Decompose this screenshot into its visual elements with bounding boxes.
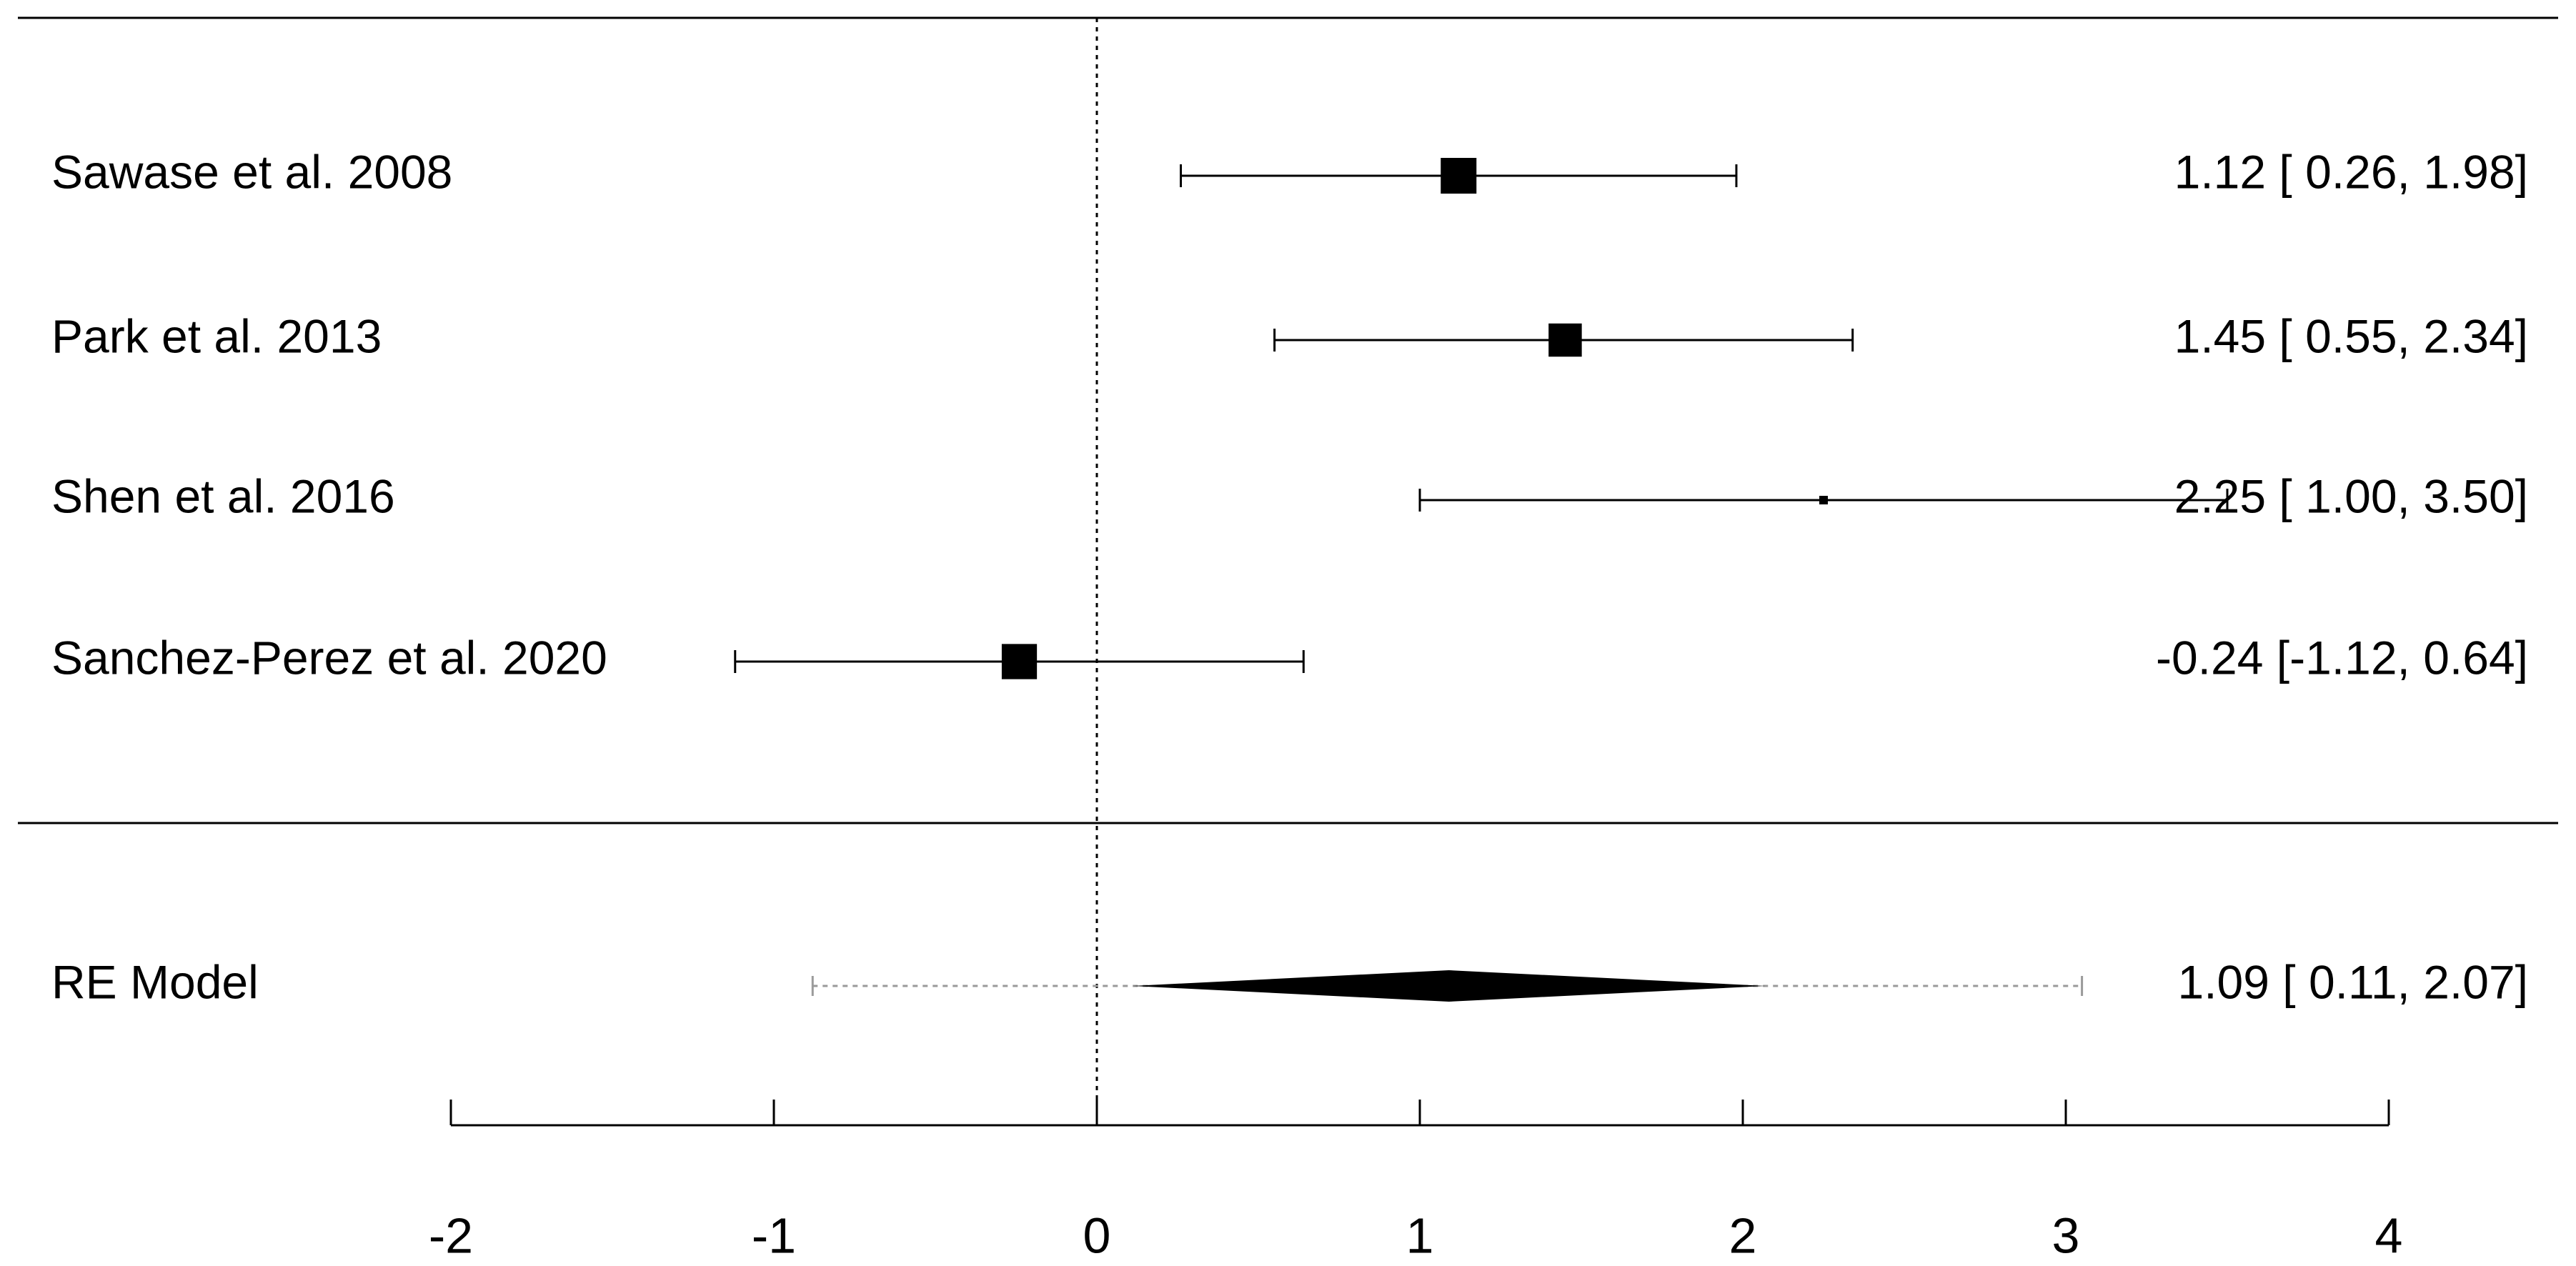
summary-diamond [1132,970,1766,1002]
study-label: Sanchez-Perez et al. 2020 [51,631,607,684]
x-tick-label: 1 [1406,1207,1434,1263]
study-ci-text: -0.24 [-1.12, 0.64] [2156,631,2528,684]
x-tick-label: 0 [1083,1207,1111,1263]
study-point-square [1548,323,1582,357]
x-tick-label: -2 [429,1207,473,1263]
plot-layer: Sawase et al. 2008 1.12 [ 0.26, 1.98] Park… [18,16,2558,1263]
study-label: Shen et al. 2016 [51,469,395,522]
x-tick-label: 2 [1729,1207,1757,1263]
study-label: Sawase et al. 2008 [51,145,452,198]
summary-ci-text: 1.09 [ 0.11, 2.07] [2178,955,2529,1008]
summary-label: RE Model [51,955,259,1008]
x-tick-label: 4 [2375,1207,2403,1263]
study-ci-text: 1.12 [ 0.26, 1.98] [2174,145,2528,198]
study-ci-text: 1.45 [ 0.55, 2.34] [2174,309,2528,362]
study-point-square [1819,496,1828,504]
x-tick-label: 3 [2052,1207,2080,1263]
x-tick-label: -1 [752,1207,796,1263]
study-label: Park et al. 2013 [51,309,382,362]
study-ci-text: 2.25 [ 1.00, 3.50] [2174,469,2528,522]
study-point-square [1001,644,1038,679]
study-point-square [1441,158,1477,194]
